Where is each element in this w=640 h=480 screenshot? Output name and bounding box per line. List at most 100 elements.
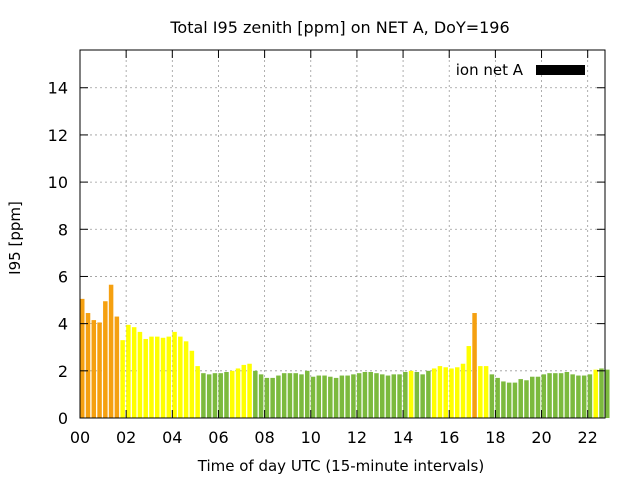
y-tick-label: 14 — [48, 79, 68, 98]
bar — [501, 381, 506, 418]
bar — [541, 374, 547, 418]
bar — [356, 373, 362, 418]
bar — [553, 373, 558, 418]
bar — [547, 373, 552, 418]
bar — [281, 373, 287, 418]
bar — [235, 368, 241, 418]
bar — [137, 331, 143, 418]
bar — [316, 375, 322, 418]
bar — [264, 377, 270, 418]
bar — [258, 374, 264, 418]
bar — [241, 364, 247, 418]
bar — [362, 372, 368, 418]
bar — [212, 373, 218, 418]
bar — [253, 370, 258, 418]
bar — [570, 374, 575, 418]
y-tick-label: 10 — [48, 173, 68, 192]
bar — [287, 373, 293, 418]
bar — [166, 336, 172, 418]
bar — [403, 372, 408, 418]
bar — [374, 373, 379, 418]
bar — [195, 366, 200, 418]
x-tick-label: 10 — [301, 428, 321, 447]
bar — [368, 372, 373, 418]
bar — [466, 346, 472, 418]
bar — [80, 298, 85, 418]
legend-label: ion net A — [456, 61, 524, 79]
bar — [420, 374, 425, 418]
bar — [206, 374, 212, 418]
bar — [495, 377, 500, 418]
bar — [605, 369, 610, 418]
bar — [587, 374, 593, 418]
x-tick-label: 06 — [208, 428, 228, 447]
bar — [431, 368, 437, 418]
bar — [299, 374, 304, 418]
bar — [455, 367, 460, 418]
bar — [506, 382, 512, 418]
bar — [345, 375, 350, 418]
chart-title: Total I95 zenith [ppm] on NET A, DoY=196 — [169, 18, 509, 37]
bar — [426, 370, 431, 418]
bar — [564, 372, 570, 418]
bar — [391, 374, 397, 418]
y-tick-label: 4 — [58, 315, 68, 334]
bar — [189, 350, 195, 418]
bar — [599, 368, 604, 418]
x-tick-label: 14 — [393, 428, 413, 447]
bar — [230, 370, 235, 418]
bar — [224, 372, 229, 418]
x-tick-label: 02 — [116, 428, 136, 447]
bar — [397, 374, 402, 418]
bar — [449, 368, 454, 418]
y-tick-label: 6 — [58, 267, 68, 286]
bar — [131, 327, 137, 418]
bar — [558, 373, 564, 418]
bar — [524, 380, 529, 418]
y-tick-label: 8 — [58, 220, 68, 239]
bar — [460, 363, 466, 418]
bar — [437, 366, 443, 418]
bar — [339, 375, 345, 418]
bar — [103, 301, 108, 418]
bar — [172, 331, 177, 418]
bar — [160, 337, 166, 418]
x-tick-label: 04 — [162, 428, 182, 447]
bar — [472, 313, 477, 418]
y-tick-label: 2 — [58, 362, 68, 381]
bar — [178, 336, 183, 418]
bar — [183, 341, 189, 418]
y-tick-label: 12 — [48, 126, 68, 145]
bar — [489, 374, 495, 418]
bar — [85, 313, 91, 418]
bar — [270, 377, 275, 418]
bar — [380, 374, 385, 418]
bar — [108, 284, 114, 418]
plot-frame — [79, 49, 606, 419]
bar — [143, 338, 148, 418]
bar — [351, 374, 356, 418]
bar — [276, 375, 281, 418]
bar — [581, 375, 587, 418]
x-tick-label: 00 — [70, 428, 90, 447]
bar — [247, 363, 252, 418]
bars-group — [80, 284, 610, 418]
bar — [114, 316, 120, 418]
y-tick-label: 0 — [58, 409, 68, 428]
bar — [512, 382, 518, 418]
bar — [385, 375, 391, 418]
bar — [91, 320, 97, 418]
bar — [443, 367, 448, 418]
bar — [483, 366, 489, 418]
x-tick-label: 16 — [439, 428, 459, 447]
bar — [293, 373, 298, 418]
bar — [218, 373, 223, 418]
bar — [201, 373, 206, 418]
bar — [530, 376, 535, 418]
legend-swatch — [536, 65, 585, 75]
bar — [576, 375, 581, 418]
bar — [305, 370, 310, 418]
x-tick-label: 22 — [578, 428, 598, 447]
bar — [333, 377, 339, 418]
